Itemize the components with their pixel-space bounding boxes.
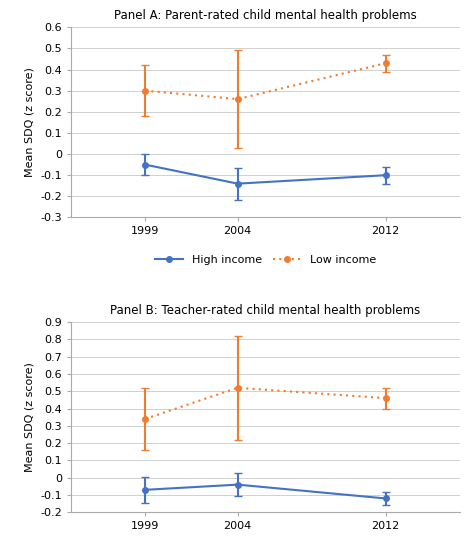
Y-axis label: Mean SDQ (z score): Mean SDQ (z score)	[25, 362, 35, 472]
Title: Panel A: Parent-rated child mental health problems: Panel A: Parent-rated child mental healt…	[114, 9, 417, 22]
Legend: High income, Low income: High income, Low income	[155, 255, 376, 265]
Y-axis label: Mean SDQ (z score): Mean SDQ (z score)	[25, 68, 35, 177]
Title: Panel B: Teacher-rated child mental health problems: Panel B: Teacher-rated child mental heal…	[110, 304, 420, 317]
